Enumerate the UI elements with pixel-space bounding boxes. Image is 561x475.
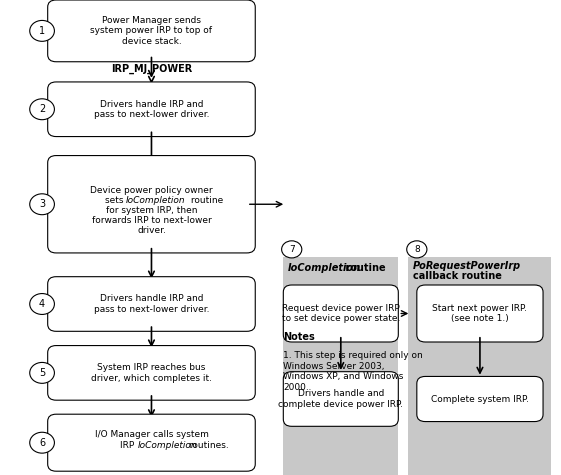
Text: routines.: routines.: [186, 441, 229, 449]
FancyBboxPatch shape: [283, 371, 398, 427]
Text: callback routine: callback routine: [413, 271, 502, 282]
Circle shape: [30, 194, 54, 215]
FancyBboxPatch shape: [48, 82, 255, 137]
Text: 1. This step is required only on
Windows Server 2003,
Windows XP, and Windows
20: 1. This step is required only on Windows…: [283, 352, 423, 392]
Text: for system IRP, then: for system IRP, then: [105, 207, 197, 215]
FancyBboxPatch shape: [48, 156, 255, 253]
Text: System IRP reaches bus
driver, which completes it.: System IRP reaches bus driver, which com…: [91, 363, 212, 382]
Circle shape: [30, 362, 54, 383]
FancyBboxPatch shape: [48, 276, 255, 332]
Text: 8: 8: [414, 245, 420, 254]
Bar: [408, 256, 551, 475]
Circle shape: [282, 241, 302, 258]
Text: Start next power IRP.
(see note 1.): Start next power IRP. (see note 1.): [433, 304, 527, 323]
Text: Complete system IRP.: Complete system IRP.: [431, 395, 529, 403]
Circle shape: [30, 432, 54, 453]
Text: sets: sets: [105, 197, 126, 205]
FancyBboxPatch shape: [283, 285, 398, 342]
Text: IoCompletion: IoCompletion: [137, 441, 197, 449]
Text: Device power policy owner: Device power policy owner: [90, 187, 213, 195]
FancyBboxPatch shape: [417, 376, 543, 422]
Text: Drivers handle and
complete device power IRP.: Drivers handle and complete device power…: [278, 390, 403, 408]
Text: routine: routine: [188, 197, 223, 205]
FancyBboxPatch shape: [48, 0, 255, 62]
Text: driver.: driver.: [137, 227, 166, 235]
Text: 5: 5: [39, 368, 45, 378]
Text: IoCompletion: IoCompletion: [288, 263, 361, 274]
Text: Drivers handle IRP and
pass to next-lower driver.: Drivers handle IRP and pass to next-lowe…: [94, 294, 209, 314]
Text: Drivers handle IRP and
pass to next-lower driver.: Drivers handle IRP and pass to next-lowe…: [94, 100, 209, 119]
Text: 7: 7: [289, 245, 295, 254]
Text: 3: 3: [39, 199, 45, 209]
FancyBboxPatch shape: [48, 414, 255, 471]
Text: PoRequestPowerIrp: PoRequestPowerIrp: [413, 261, 521, 271]
Text: Notes: Notes: [283, 332, 315, 342]
Text: 6: 6: [39, 437, 45, 448]
FancyBboxPatch shape: [48, 346, 255, 400]
Text: 2: 2: [39, 104, 45, 114]
Text: Power Manager sends
system power IRP to top of
device stack.: Power Manager sends system power IRP to …: [90, 16, 213, 46]
Text: I/O Manager calls system: I/O Manager calls system: [95, 430, 208, 438]
Text: IRP_MJ_POWER: IRP_MJ_POWER: [111, 64, 192, 74]
Text: 1: 1: [39, 26, 45, 36]
Text: 4: 4: [39, 299, 45, 309]
Text: routine: routine: [342, 263, 386, 274]
Circle shape: [30, 20, 54, 41]
Circle shape: [407, 241, 427, 258]
Bar: [283, 256, 398, 475]
Text: forwards IRP to next-lower: forwards IRP to next-lower: [91, 217, 211, 225]
FancyBboxPatch shape: [417, 285, 543, 342]
Text: Request device power IRP
to set device power state.: Request device power IRP to set device p…: [282, 304, 400, 323]
Circle shape: [30, 99, 54, 120]
Circle shape: [30, 294, 54, 314]
Text: IRP: IRP: [120, 441, 137, 449]
Text: IoCompletion: IoCompletion: [126, 197, 186, 205]
